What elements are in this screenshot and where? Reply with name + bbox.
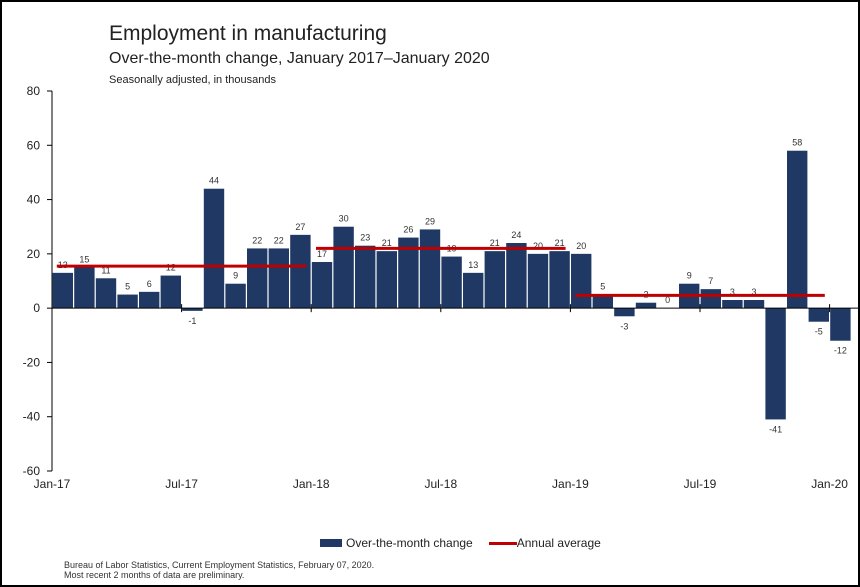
bar (268, 248, 289, 309)
bar-value-label: 20 (533, 241, 543, 251)
bar (225, 283, 246, 309)
bar-value-label: 13 (468, 260, 478, 270)
bar-value-label: -5 (815, 327, 823, 337)
bar (160, 275, 181, 309)
bar (463, 272, 484, 309)
y-tick-label: -20 (23, 355, 41, 369)
legend-line-swatch (488, 541, 517, 545)
legend-item-average: Annual average (479, 536, 601, 550)
bar-value-label: 22 (274, 235, 284, 245)
bar (74, 267, 95, 309)
bar (635, 302, 657, 309)
legend-line-label: Annual average (516, 536, 601, 550)
bar (743, 300, 765, 309)
bar (311, 262, 333, 309)
bar-value-label: 29 (425, 216, 435, 226)
bar (808, 308, 829, 322)
x-tick-label: Jul-18 (424, 477, 457, 491)
legend-item-bars: Over-the-month change (320, 536, 473, 550)
bar (290, 234, 311, 309)
bar (419, 229, 441, 309)
bar-chart: -60-40-200204060801315115612-14492222271… (23, 84, 858, 491)
y-tick-label: -40 (23, 410, 41, 424)
bar-value-label: 26 (403, 225, 413, 235)
bar (117, 294, 138, 309)
x-tick-label: Jul-17 (165, 477, 198, 491)
bar (182, 308, 203, 311)
bar (571, 253, 592, 309)
bar (52, 272, 73, 309)
x-tick-label: Jan-17 (34, 477, 71, 491)
bar (247, 248, 268, 309)
bar-value-label: 3 (730, 287, 735, 297)
chart-note: Seasonally adjusted, in thousands (109, 74, 276, 86)
bar (333, 226, 354, 309)
bar-value-label: 3 (751, 287, 756, 297)
bar-value-label: -3 (620, 321, 628, 331)
bar (203, 188, 225, 309)
bar-value-label: 21 (555, 238, 565, 248)
bar-value-label: 0 (665, 295, 670, 305)
bar-value-label: 20 (576, 241, 586, 251)
y-tick-label: 20 (27, 247, 41, 261)
bar-value-label: 11 (101, 265, 110, 275)
bar (787, 150, 808, 309)
bar-value-label: 27 (295, 222, 305, 232)
bar (139, 291, 160, 309)
bar-value-label: 17 (317, 249, 327, 259)
x-tick-label: Jan-19 (552, 477, 589, 491)
y-tick-label: 40 (27, 193, 41, 207)
y-tick-label: 0 (33, 301, 40, 315)
bar-value-label: 6 (147, 279, 152, 289)
source-line-1: Bureau of Labor Statistics, Current Empl… (64, 560, 375, 570)
bar-value-label: 5 (125, 282, 130, 292)
bar-value-label: 21 (490, 238, 500, 248)
bar-value-label: -41 (769, 424, 782, 434)
bar (95, 278, 117, 309)
bar-value-label: 23 (360, 233, 370, 243)
bar-value-label: 21 (382, 238, 392, 248)
bar-value-label: 5 (600, 282, 605, 292)
bar (527, 253, 549, 309)
bar (376, 251, 397, 309)
x-tick-label: Jul-19 (684, 477, 717, 491)
chart-subtitle: Over-the-month change, January 2017–Janu… (109, 50, 490, 67)
bar-value-label: 58 (792, 138, 802, 148)
bar (592, 294, 613, 309)
legend: Over-the-month change Annual average (320, 536, 601, 550)
bar-value-label: -1 (188, 316, 196, 326)
bar (765, 308, 786, 420)
bar (830, 308, 851, 341)
legend-bar-label: Over-the-month change (346, 536, 473, 550)
bar-value-label: 24 (511, 230, 521, 240)
bar (614, 308, 635, 317)
bar (506, 243, 527, 309)
y-tick-label: 80 (27, 84, 41, 98)
source-line-2: Most recent 2 months of data are prelimi… (64, 570, 245, 580)
bar-value-label: 44 (209, 176, 219, 186)
bar-value-label: 9 (687, 271, 692, 281)
legend-bar-swatch (320, 539, 342, 547)
y-tick-label: 60 (27, 138, 41, 152)
y-tick-label: -60 (23, 464, 41, 478)
source-note: Bureau of Labor Statistics, Current Empl… (64, 560, 374, 580)
bar-value-label: 22 (252, 235, 262, 245)
bar (441, 256, 462, 309)
bar-value-label: 7 (708, 276, 713, 286)
chart-title: Employment in manufacturing (109, 22, 387, 45)
x-tick-label: Jan-20 (811, 477, 848, 491)
bar (355, 245, 376, 309)
bar (700, 289, 721, 309)
bar (549, 251, 570, 309)
bar-value-label: 15 (79, 254, 89, 264)
bar (398, 237, 419, 309)
bar (722, 300, 743, 309)
bar-value-label: 9 (233, 271, 238, 281)
bar-value-label: 30 (339, 214, 349, 224)
bar-value-label: -12 (834, 346, 847, 356)
bar (484, 251, 505, 309)
x-tick-label: Jan-18 (293, 477, 330, 491)
